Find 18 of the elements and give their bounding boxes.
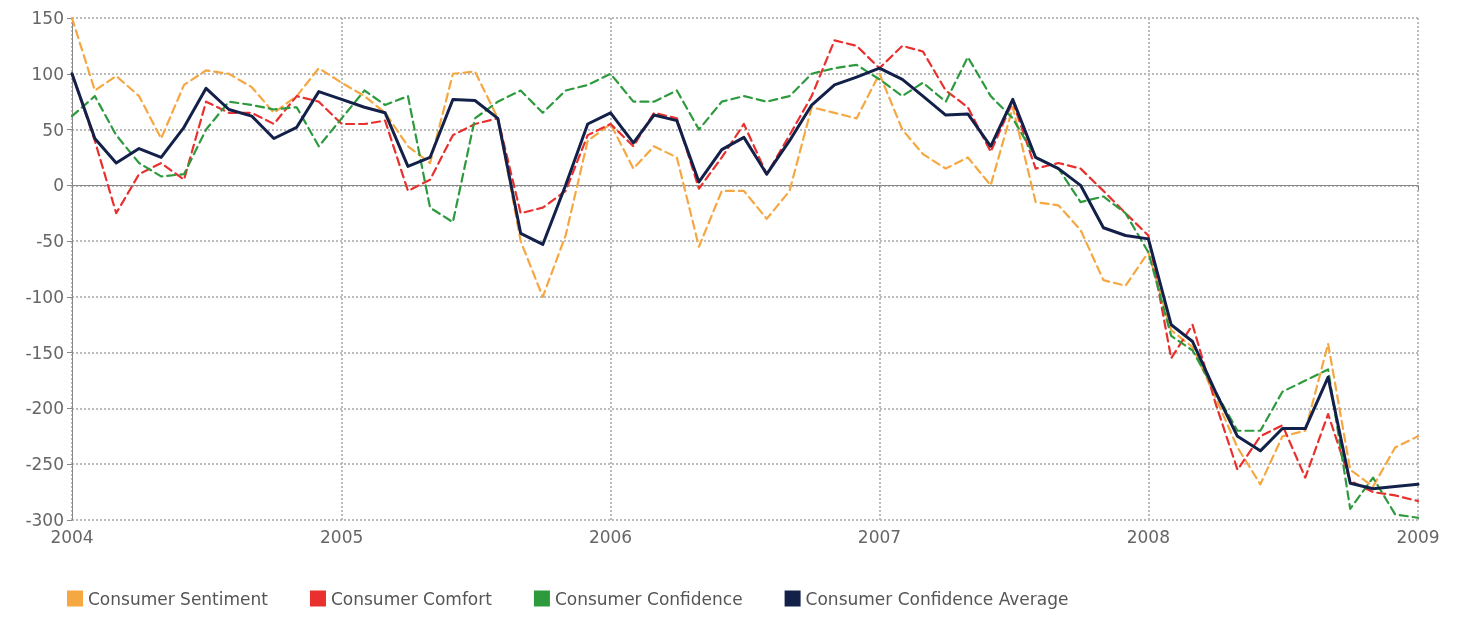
x-tick-label: 2008 bbox=[1126, 526, 1170, 547]
legend-label: Consumer Sentiment bbox=[88, 588, 269, 609]
x-tick-label: 2009 bbox=[1396, 526, 1440, 547]
legend-label: Consumer Confidence Average bbox=[805, 588, 1069, 609]
x-tick-label: 2005 bbox=[320, 526, 364, 547]
x-tick-label: 2007 bbox=[857, 526, 902, 547]
y-tick-label: 50 bbox=[42, 119, 64, 140]
y-tick-label: -50 bbox=[36, 231, 64, 252]
y-tick-label: -150 bbox=[25, 342, 64, 363]
legend-label: Consumer Confidence bbox=[554, 588, 743, 609]
y-tick-label: -100 bbox=[25, 286, 64, 307]
y-tick-label: 100 bbox=[31, 63, 64, 84]
y-tick-label: 150 bbox=[31, 8, 64, 28]
x-tick-label: 2006 bbox=[588, 526, 633, 547]
y-tick-label: 0 bbox=[53, 175, 64, 196]
y-tick-label: -200 bbox=[25, 398, 64, 419]
legend-label: Consumer Comfort bbox=[330, 588, 493, 609]
y-tick-label: -250 bbox=[25, 454, 64, 475]
